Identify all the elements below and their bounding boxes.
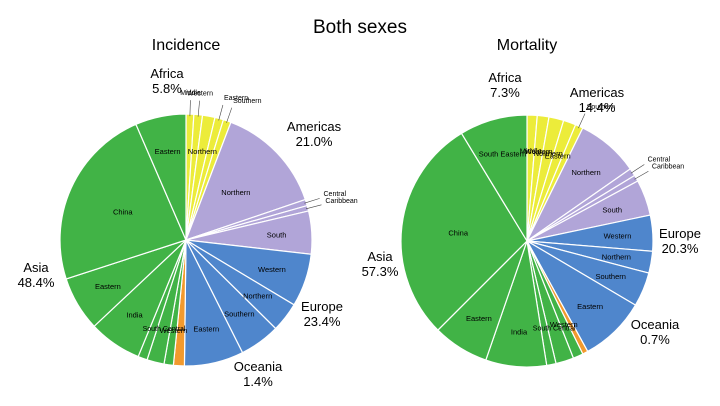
slice-label: Eastern <box>193 324 219 333</box>
slice-label: India <box>126 311 143 320</box>
slice-label: Northern <box>572 168 601 177</box>
slice-label: Northern <box>243 292 272 301</box>
slice-label: Eastern <box>545 152 571 161</box>
slice-label: Western <box>160 326 188 335</box>
slice-label: Western <box>604 231 632 240</box>
pie-slice-asia-eastern <box>135 113 187 241</box>
incidence-pie-chart: Incidence MiddleWesternNorthernEasternSo… <box>18 37 358 389</box>
pie-slice-asia-south-eastern <box>460 114 528 244</box>
slice-label: South Central <box>533 326 576 333</box>
leader-line <box>189 100 191 117</box>
slice-label: Caribbean <box>652 163 684 170</box>
region-label-oceania: Oceania 0.7% <box>631 317 680 347</box>
slice-label: Eastern <box>155 147 181 156</box>
leader-line <box>226 107 233 123</box>
mortality-slice-labels: MiddleWesternNorthernEasternSouthernNort… <box>448 104 684 336</box>
region-name: Africa <box>488 70 522 85</box>
leader-line <box>578 113 586 129</box>
leader-line <box>304 198 320 204</box>
slice-label: Central <box>324 191 347 198</box>
mortality-pie-chart: Mortality MiddleWesternNorthernEasternSo… <box>362 37 701 368</box>
region-name: Europe <box>301 299 343 314</box>
slice-label: South <box>602 206 622 215</box>
region-percent: 57.3% <box>362 264 399 279</box>
region-label-americas: Americas 14.4% <box>570 85 625 115</box>
pie-slice-americas-northern <box>184 121 307 241</box>
region-percent: 0.7% <box>640 332 670 347</box>
mortality-region-labels: Africa 7.3% Americas 14.4% Europe 20.3% Oceani… <box>362 70 701 347</box>
region-percent: 48.4% <box>18 275 55 290</box>
slice-label: Northern <box>188 147 217 156</box>
slice-label: Middle <box>180 90 201 97</box>
slice-label: Eastern <box>466 314 492 323</box>
slice-label: China <box>113 208 133 217</box>
slice-label: Southern <box>233 98 262 105</box>
slice-label: China <box>448 229 468 238</box>
slice-label: Northern <box>602 252 631 261</box>
region-percent: 23.4% <box>304 314 341 329</box>
slice-label: Southern <box>224 309 254 318</box>
region-label-europe: Europe 23.4% <box>301 299 343 329</box>
pie-slice-asia-china <box>400 132 528 331</box>
incidence-slices <box>59 113 313 367</box>
slice-label: Western <box>525 147 553 156</box>
region-label-asia: Asia 57.3% <box>362 249 399 279</box>
slice-label: Northern <box>221 188 250 197</box>
slice-label: Southern <box>595 272 625 281</box>
mortality-slices <box>400 114 654 368</box>
slice-label: Eastern <box>577 302 603 311</box>
slice-label: South Eastern <box>479 150 527 159</box>
region-label-asia: Asia 48.4% <box>18 260 55 290</box>
region-name: Asia <box>23 260 49 275</box>
region-percent: 5.8% <box>152 81 182 96</box>
slice-label: South <box>267 231 287 240</box>
region-percent: 7.3% <box>490 85 520 100</box>
region-name: Americas <box>287 119 342 134</box>
slice-label: Western <box>258 265 286 274</box>
pie-slice-asia-china <box>59 123 187 280</box>
slice-label: Central <box>648 156 671 163</box>
region-name: Asia <box>367 249 393 264</box>
slice-label: Eastern <box>95 282 121 291</box>
region-label-europe: Europe 20.3% <box>659 226 701 256</box>
slice-label: Western <box>187 91 213 98</box>
slice-label: South Central <box>143 326 186 333</box>
chart-title: Mortality <box>497 37 557 54</box>
chart-title: Incidence <box>152 37 221 54</box>
region-percent: 21.0% <box>296 134 333 149</box>
leader-line <box>630 164 645 174</box>
slice-label: Northern <box>534 149 563 158</box>
slice-label: Middle <box>520 146 542 155</box>
leader-line <box>197 100 200 117</box>
leader-line <box>634 171 649 180</box>
region-percent: 1.4% <box>243 374 273 389</box>
slice-label: India <box>511 327 528 336</box>
region-name: Africa <box>150 66 184 81</box>
region-label-americas: Americas 21.0% <box>287 119 342 149</box>
region-percent: 14.4% <box>579 100 616 115</box>
slice-label: Eastern <box>224 95 248 102</box>
region-name: Europe <box>659 226 701 241</box>
slice-label: Caribbean <box>325 198 357 205</box>
region-name: Americas <box>570 85 625 100</box>
leader-line <box>305 204 322 210</box>
region-percent: 20.3% <box>662 241 699 256</box>
incidence-region-labels: Africa 5.8% Americas 21.0% Europe 23.4% Oceani… <box>18 66 343 389</box>
slice-label: Western <box>550 320 578 329</box>
region-label-oceania: Oceania 1.4% <box>234 359 283 389</box>
region-label-africa: Africa 5.8% <box>150 66 184 96</box>
leader-line <box>218 104 224 121</box>
region-name: Oceania <box>631 317 680 332</box>
region-name: Oceania <box>234 359 283 374</box>
figure-title: Both sexes <box>313 17 407 38</box>
slice-label: Southern <box>587 104 616 111</box>
region-label-africa: Africa 7.3% <box>488 70 522 100</box>
incidence-slice-labels: MiddleWesternNorthernEasternSouthernNort… <box>95 90 358 335</box>
